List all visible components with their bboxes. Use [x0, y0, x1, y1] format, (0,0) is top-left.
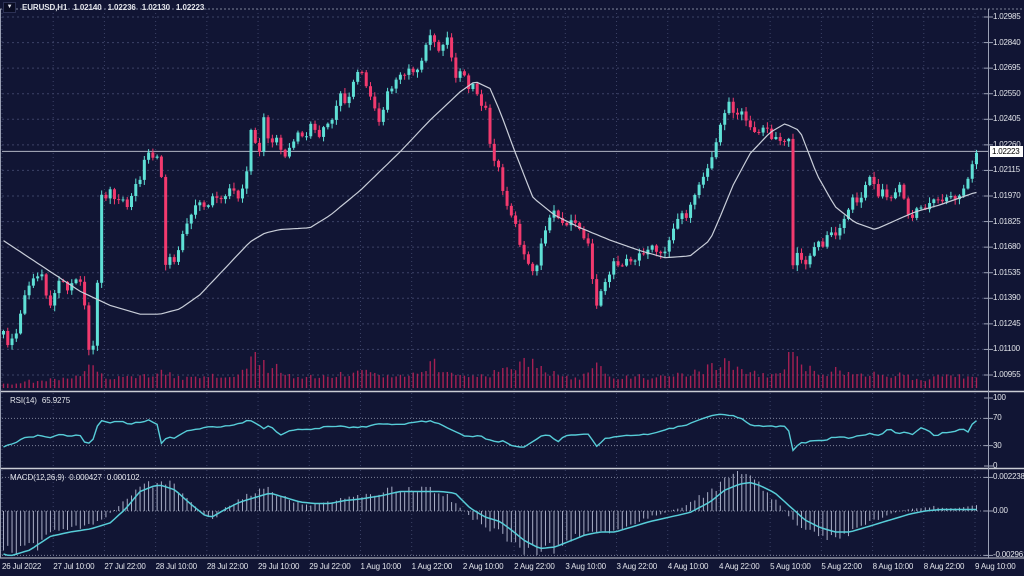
price-axis-label: 1.01390 — [993, 293, 1021, 303]
price-axis-label: 1.02260 — [993, 139, 1021, 149]
price-axis-label: 1.02550 — [993, 88, 1021, 98]
macd-axis-label: 0.002238 — [993, 472, 1024, 482]
price-axis-label: 1.02405 — [993, 114, 1021, 124]
price-axis-label: 1.02695 — [993, 63, 1021, 73]
rsi-axis-label: 30 — [993, 440, 1002, 450]
quote-close: 1.02223 — [176, 3, 205, 12]
time-axis-label: 4 Aug 22:00 — [718, 562, 760, 571]
time-axis-label: 1 Aug 22:00 — [411, 562, 453, 571]
chart-header: ▼ EURUSD,H1 1.02140 1.02236 1.02130 1.02… — [3, 2, 204, 13]
price-axis-label: 1.02840 — [993, 37, 1021, 47]
time-axis-label: 28 Jul 22:00 — [206, 562, 249, 571]
axis-ticks — [984, 16, 993, 556]
macd-signal-value: 0.000102 — [106, 473, 140, 482]
price-axis-label: 1.01100 — [993, 344, 1020, 354]
time-axis-label: 2 Aug 10:00 — [462, 562, 504, 571]
macd-name: MACD(12,26,9) — [10, 473, 65, 482]
quote-high: 1.02236 — [107, 3, 136, 12]
time-axis-label: 8 Aug 10:00 — [872, 562, 914, 571]
grid — [0, 8, 1024, 556]
time-axis-label: 1 Aug 10:00 — [360, 562, 401, 571]
quote-low: 1.02130 — [141, 3, 170, 12]
rsi-axis-label: 70 — [993, 413, 1002, 423]
time-axis-label: 5 Aug 22:00 — [821, 562, 862, 571]
rsi-axis-label: 100 — [993, 393, 1006, 402]
time-axis-label: 5 Aug 10:00 — [770, 562, 811, 571]
time-axis-label: 29 Jul 10:00 — [258, 562, 300, 571]
time-axis-label: 2 Aug 22:00 — [514, 562, 555, 571]
time-axis-label: 9 Aug 10:00 — [975, 562, 1016, 571]
symbol-timeframe-label: EURUSD,H1 — [22, 3, 68, 12]
price-axis-label: 1.01680 — [993, 242, 1021, 252]
time-axis-label: 8 Aug 22:00 — [923, 562, 965, 571]
macd-signal-line — [3, 481, 977, 557]
quote-open: 1.02140 — [73, 3, 102, 12]
time-axis-label: 28 Jul 10:00 — [155, 562, 197, 571]
symbol-marker-icon[interactable]: ▼ — [3, 2, 16, 13]
current-price-tag: 1.02223 — [990, 145, 1023, 157]
macd-main-value: 0.000427 — [69, 473, 102, 482]
price-axis-label: 1.00955 — [993, 370, 1021, 379]
time-axis-label: 4 Aug 10:00 — [667, 562, 709, 571]
moving-average-line — [3, 81, 977, 315]
rsi-line — [3, 413, 977, 452]
time-axis-label: 29 Jul 22:00 — [309, 562, 351, 571]
price-axis-label: 1.01535 — [993, 267, 1021, 277]
rsi-value: 65.9275 — [41, 396, 71, 405]
volume-histogram — [2, 352, 978, 388]
time-axis-label: 3 Aug 10:00 — [565, 562, 606, 571]
rsi-axis-label: 0 — [993, 461, 998, 470]
time-axis-label: 27 Jul 10:00 — [53, 562, 95, 571]
time-axis-label: 26 Jul 2022 — [2, 562, 42, 571]
macd-axis-label: -0.002961 — [993, 550, 1024, 560]
macd-axis-label: 0.00 — [993, 506, 1008, 515]
rsi-name: RSI(14) — [10, 396, 37, 405]
time-axis-label: 3 Aug 22:00 — [616, 562, 658, 571]
price-axis-label: 1.01245 — [993, 318, 1021, 328]
price-axis-label: 1.01825 — [993, 216, 1021, 226]
time-axis-label: 27 Jul 22:00 — [104, 562, 146, 571]
price-axis-label: 1.02985 — [993, 12, 1021, 21]
current-price-value: 1.02223 — [992, 146, 1020, 156]
price-axis-label: 1.02115 — [993, 165, 1020, 175]
candlesticks — [2, 29, 978, 356]
macd-indicator-label: MACD(12,26,9) 0.000427 0.000102 — [10, 473, 140, 482]
price-axis-label: 1.01970 — [993, 191, 1021, 200]
rsi-indicator-label: RSI(14) 65.9275 — [10, 396, 70, 405]
